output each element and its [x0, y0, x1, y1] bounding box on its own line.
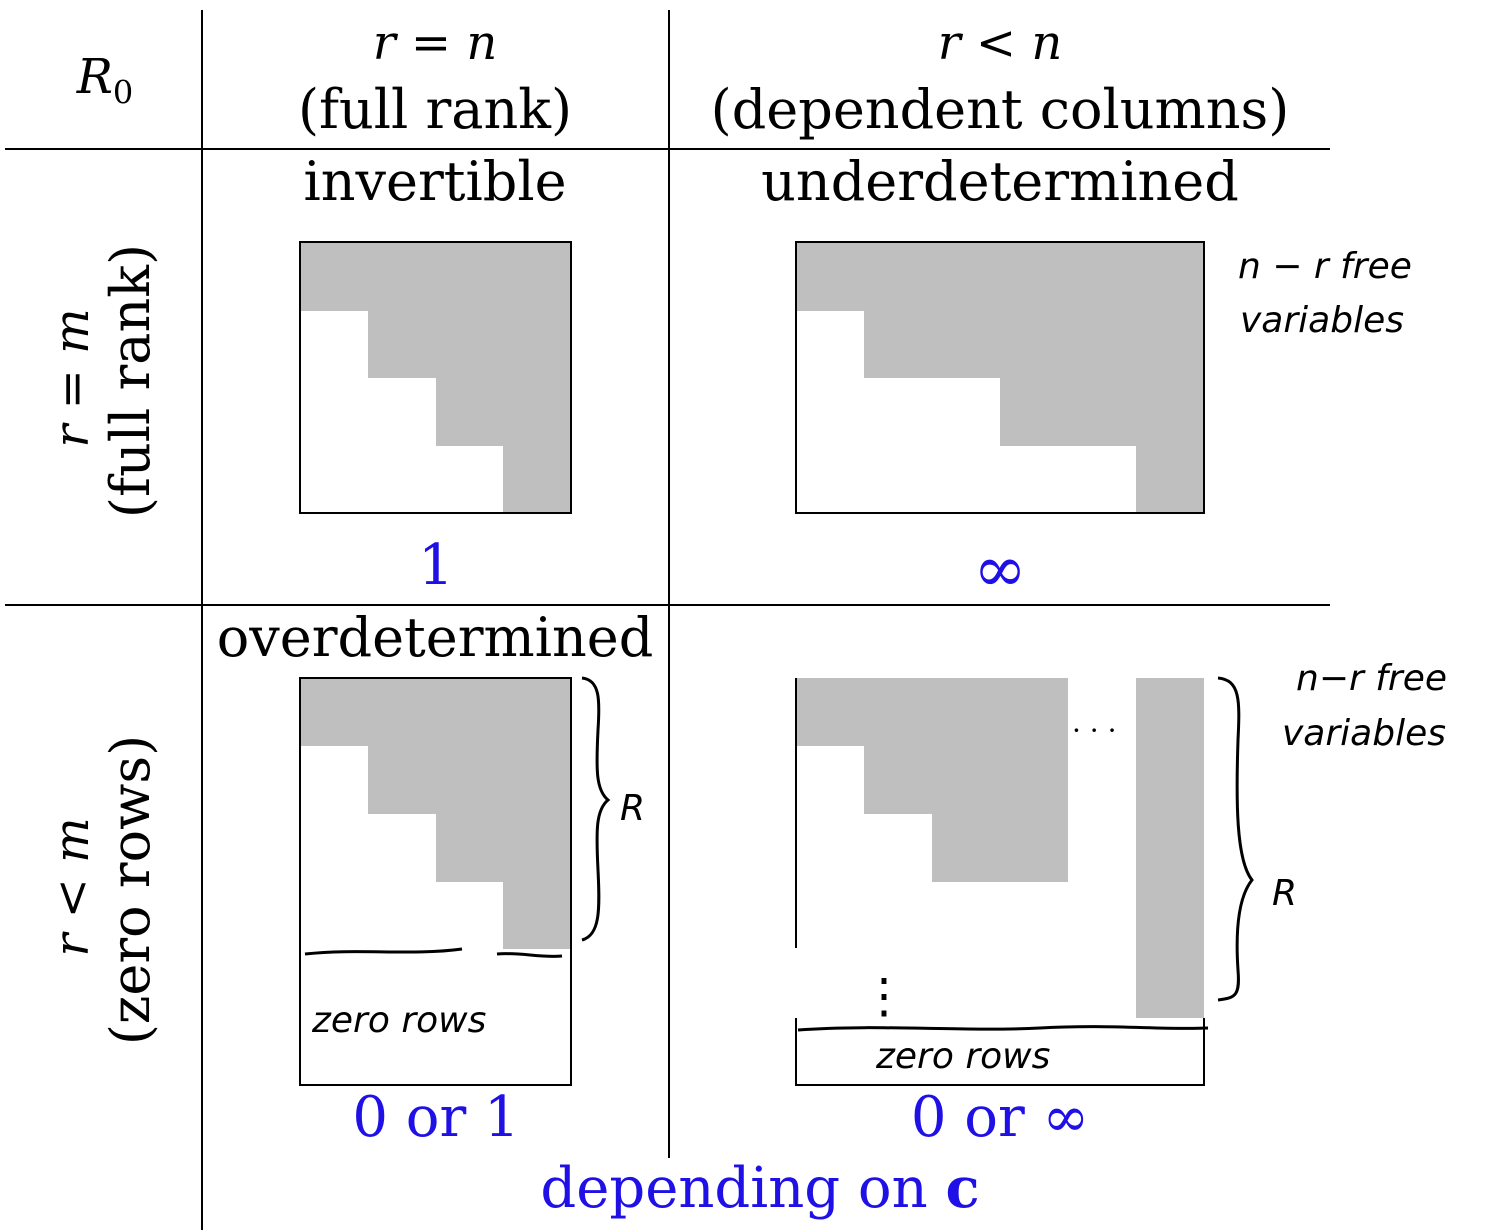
matrix-underdetermined [795, 241, 1205, 514]
corner-label: R0 [60, 50, 150, 120]
matrix-general-border [795, 678, 1205, 1086]
column-header-description-2: (dependent columns) [710, 78, 1290, 141]
brace-label-left: R [620, 788, 645, 829]
grid-line-vertical-left [201, 10, 203, 1230]
grid-line-horizontal-middle [5, 604, 1330, 606]
count-top-right: ∞ [973, 533, 1027, 607]
pivot-staircase-underdetermined [796, 242, 1204, 513]
brace-R-left [581, 676, 611, 942]
free-column-block [1136, 678, 1204, 1018]
matrix-overdetermined: zero rows [299, 677, 572, 1086]
dots-horizontal: · · · [1072, 714, 1117, 747]
footer-text: depending on c [460, 1158, 1060, 1219]
zero-row-divider-right [797, 1025, 1209, 1032]
grid-line-horizontal-top [5, 148, 1330, 150]
cell-title-underdetermined: underdetermined [761, 150, 1239, 213]
brace-label-right: R [1272, 873, 1297, 914]
cell-title-invertible: invertible [303, 150, 567, 213]
pivot-staircase-overdetermined [300, 678, 571, 949]
footer-vector-c: c [945, 1155, 980, 1221]
count-bottom-right: 0 or ∞ [910, 1085, 1090, 1150]
zero-row-divider-left [304, 947, 563, 958]
note-free-variables-top-line1: n − r free [1238, 246, 1412, 287]
note-free-variables-top-line2: variables [1240, 300, 1404, 341]
grid-line-vertical-middle [668, 10, 670, 1158]
column-header-condition-1: r = n [372, 15, 498, 71]
pivot-staircase-invertible [300, 242, 571, 513]
dots-vertical: ⋮ [860, 968, 908, 1024]
column-header-condition-2: r < n [937, 15, 1063, 71]
matrix-invertible [299, 241, 572, 514]
pivot-staircase-general [796, 678, 1068, 882]
matrix-general: · · · ⋮ zero rows [795, 678, 1209, 1086]
column-header-description-1: (full rank) [297, 78, 573, 141]
cell-title-overdetermined: overdetermined [216, 606, 654, 669]
brace-R-right [1217, 676, 1254, 1002]
footer-label: depending on [540, 1156, 946, 1221]
corner-label-text: R0 [76, 49, 134, 112]
note-free-variables-bottom-line1: n−r free [1296, 658, 1447, 699]
zero-rows-label-right: zero rows [875, 1036, 1050, 1077]
corner-label-subscript: 0 [112, 73, 134, 112]
count-top-left: 1 [418, 533, 454, 598]
count-bottom-left: 0 or 1 [352, 1085, 520, 1150]
note-free-variables-bottom-line2: variables [1282, 713, 1446, 754]
zero-rows-label-left: zero rows [311, 1000, 486, 1041]
